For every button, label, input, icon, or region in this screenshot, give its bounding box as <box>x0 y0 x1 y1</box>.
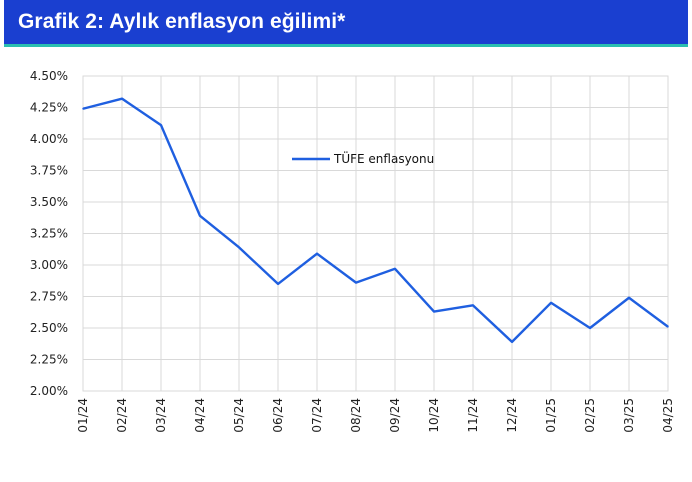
y-axis-ticks: 4.50% 4.25% 4.00% 3.75% 3.50% 3.25% 3.00% 2.75%… <box>30 69 68 398</box>
chart-title: Grafik 2: Aylık enflasyon eğilimi* <box>18 10 346 33</box>
y-tick-label: 4.25% <box>30 101 68 115</box>
data-point <box>589 327 591 329</box>
data-point <box>160 124 162 126</box>
y-tick-label: 2.75% <box>30 290 68 304</box>
x-tick-label: 09/24 <box>388 398 402 433</box>
y-tick-label: 2.50% <box>30 321 68 335</box>
data-point <box>511 341 513 343</box>
series-layer <box>82 97 669 344</box>
legend-label: TÜFE enflasyonu <box>333 150 434 166</box>
legend: TÜFE enflasyonu <box>292 150 434 166</box>
data-point <box>277 283 279 285</box>
y-tick-label: 3.50% <box>30 195 68 209</box>
x-tick-label: 08/24 <box>349 398 363 433</box>
x-tick-label: 10/24 <box>427 398 441 433</box>
chart-header: Grafik 2: Aylık enflasyon eğilimi* <box>4 0 688 47</box>
data-point <box>199 215 201 217</box>
data-point <box>394 267 396 270</box>
y-tick-label: 4.50% <box>30 69 68 83</box>
x-tick-label: 03/24 <box>154 398 168 433</box>
series-line <box>82 97 669 344</box>
x-tick-label: 07/24 <box>310 398 324 433</box>
plot-border <box>82 75 669 392</box>
x-tick-label: 02/25 <box>583 398 597 433</box>
data-point <box>550 302 552 304</box>
x-tick-label: 01/24 <box>76 398 90 433</box>
x-axis-ticks: 01/24 02/24 03/24 04/24 05/24 06/24 07/24 08/24… <box>76 398 675 433</box>
x-tick-label: 05/24 <box>232 398 246 433</box>
data-point <box>433 310 435 313</box>
data-point <box>355 281 357 284</box>
y-tick-label: 4.00% <box>30 132 68 146</box>
data-point <box>628 296 630 299</box>
x-tick-label: 01/25 <box>544 398 558 433</box>
x-tick-label: 03/25 <box>622 398 636 433</box>
grid <box>82 75 669 392</box>
x-tick-label: 04/25 <box>661 398 675 433</box>
data-point <box>316 252 318 255</box>
data-point <box>82 107 84 110</box>
data-point <box>121 97 123 100</box>
x-tick-label: 11/24 <box>466 398 480 433</box>
data-point <box>238 246 240 249</box>
y-tick-label: 3.75% <box>30 164 68 178</box>
x-tick-label: 12/24 <box>505 398 519 433</box>
x-tick-label: 04/24 <box>193 398 207 433</box>
data-point <box>667 325 669 328</box>
y-tick-label: 2.25% <box>30 353 68 367</box>
y-tick-label: 3.00% <box>30 258 68 272</box>
y-tick-label: 3.25% <box>30 227 68 241</box>
x-tick-label: 02/24 <box>115 398 129 433</box>
data-point <box>472 304 474 307</box>
x-tick-label: 06/24 <box>271 398 285 433</box>
y-tick-label: 2.00% <box>30 384 68 398</box>
